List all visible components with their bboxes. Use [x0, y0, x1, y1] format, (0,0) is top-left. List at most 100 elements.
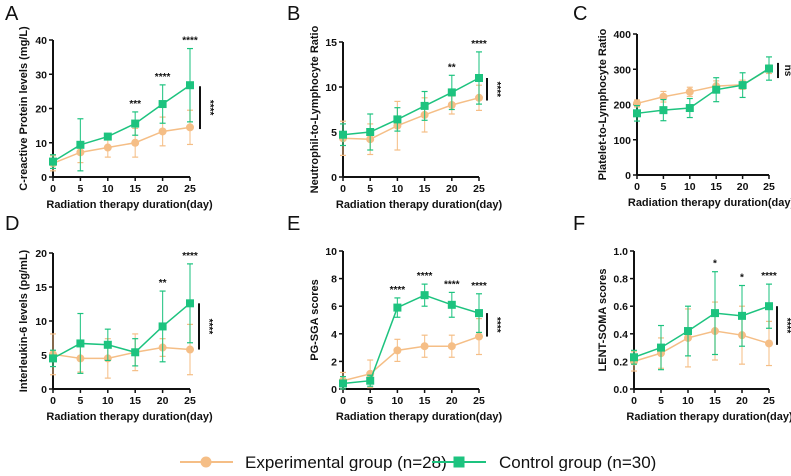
- data-point: [393, 346, 402, 355]
- legend-experimental-label: Experimental group (n=28): [245, 453, 447, 471]
- x-tick-label: 20: [446, 183, 458, 195]
- y-tick-label: 0.6: [613, 301, 628, 313]
- overall-significance-label: ****: [491, 317, 502, 333]
- panel-letter: E: [287, 213, 300, 235]
- data-point: [186, 81, 194, 90]
- panel-letter: F: [573, 213, 585, 235]
- data-point: [420, 342, 429, 351]
- series-line: [52, 302, 191, 360]
- panel-letter: A: [5, 3, 19, 25]
- y-tick-label: 0.8: [613, 274, 628, 286]
- x-tick-label: 25: [763, 395, 775, 407]
- data-point: [131, 348, 140, 357]
- y-tick-label: 1.0: [613, 246, 628, 258]
- y-axis-label: LENT-SOMA scores: [597, 269, 609, 372]
- data-point: [131, 138, 140, 147]
- data-point: [339, 130, 347, 139]
- x-tick-label: 25: [473, 183, 485, 195]
- x-tick-label: 10: [102, 183, 114, 195]
- overall-significance-label: ****: [491, 81, 502, 97]
- series-control: [630, 271, 773, 371]
- y-tick-label: 0.4: [613, 329, 628, 341]
- series-experimental: [633, 64, 773, 108]
- x-tick-label: 5: [77, 183, 83, 195]
- y-tick-label: 20: [35, 104, 47, 116]
- data-point: [765, 64, 773, 73]
- x-tick-label: 15: [129, 183, 141, 195]
- y-tick-label: 40: [35, 35, 47, 47]
- data-point: [186, 123, 194, 132]
- legend-control-marker: [453, 456, 465, 468]
- series-experimental: [49, 323, 194, 379]
- significance-label: ****: [761, 271, 777, 282]
- y-tick-label: 30: [35, 69, 47, 81]
- data-point: [765, 302, 773, 311]
- y-axis-label: C-reactive Protein levels (mg/L): [18, 26, 30, 191]
- data-point: [633, 109, 641, 118]
- data-point: [659, 92, 668, 101]
- y-tick-label: 5: [331, 127, 337, 139]
- series-control: [49, 263, 194, 374]
- x-tick-label: 10: [392, 395, 404, 407]
- x-tick-label: 25: [184, 183, 196, 195]
- data-point: [76, 339, 85, 348]
- y-tick-label: 400: [613, 29, 631, 41]
- x-axis-label: Radiation therapy duration(day): [626, 411, 791, 423]
- data-point: [103, 143, 112, 152]
- data-point: [475, 332, 483, 341]
- data-point: [657, 343, 665, 352]
- panel-b: B 0 5 10 15 0 5 10 15 20 25 Radiation therapy durat…: [287, 3, 502, 211]
- y-tick-label: 200: [613, 100, 631, 112]
- data-point: [475, 74, 483, 82]
- y-axis-label: Neutrophil-to-Lymphocyte Ratio: [309, 25, 321, 193]
- data-point: [738, 81, 747, 90]
- x-tick-label: 20: [736, 395, 748, 407]
- data-point: [103, 132, 112, 141]
- y-axis-label: Platelet-to-Lymphocyte Ratio: [597, 28, 609, 180]
- x-axis-label: Radiation therapy duration(day): [336, 199, 503, 211]
- panel-letter: B: [287, 3, 300, 25]
- panel-e: E 0 2 4 6 8 10 0 5 10 15 20 25 Radiation therapy dura…: [287, 213, 502, 423]
- series-line: [342, 335, 480, 382]
- x-tick-label: 15: [710, 181, 722, 193]
- x-tick-label: 25: [763, 181, 775, 193]
- x-tick-label: 25: [473, 395, 485, 407]
- data-point: [158, 127, 167, 136]
- x-tick-label: 10: [684, 181, 696, 193]
- y-tick-label: 0.2: [613, 356, 628, 368]
- y-tick-label: 5: [41, 350, 47, 362]
- x-tick-label: 20: [157, 183, 169, 195]
- legend-experimental-marker: [200, 456, 212, 468]
- x-axis-label: Radiation therapy duration(day): [46, 411, 213, 423]
- overall-significance-label: ns: [782, 65, 791, 77]
- y-tick-label: 6: [331, 301, 337, 313]
- significance-label: ****: [471, 281, 487, 292]
- significance-label: ****: [444, 279, 460, 290]
- y-tick-label: 0: [625, 170, 631, 182]
- y-tick-label: 15: [325, 37, 337, 49]
- x-tick-label: 0: [340, 395, 346, 407]
- x-tick-label: 20: [157, 395, 169, 407]
- series-control: [49, 47, 194, 172]
- series-line: [52, 84, 191, 163]
- y-tick-label: 2: [331, 356, 337, 368]
- x-tick-label: 20: [737, 181, 749, 193]
- panel-letter: D: [5, 213, 19, 235]
- x-tick-label: 0: [50, 183, 56, 195]
- significance-label: ****: [417, 271, 433, 282]
- panel-d: D 0 5 10 15 20 0 5 10 15 20 25 Radiation therapy dur…: [5, 213, 214, 423]
- x-tick-label: 5: [658, 395, 664, 407]
- data-point: [447, 300, 456, 309]
- x-tick-label: 0: [50, 395, 56, 407]
- data-point: [447, 88, 456, 97]
- series-control: [633, 56, 773, 122]
- data-point: [765, 339, 773, 348]
- series-experimental: [339, 318, 483, 390]
- data-point: [49, 354, 57, 363]
- overall-significance-label: ****: [204, 100, 215, 116]
- significance-label: ****: [182, 251, 198, 262]
- y-tick-label: 0: [41, 384, 47, 396]
- x-tick-label: 5: [367, 183, 373, 195]
- x-tick-label: 15: [419, 183, 431, 195]
